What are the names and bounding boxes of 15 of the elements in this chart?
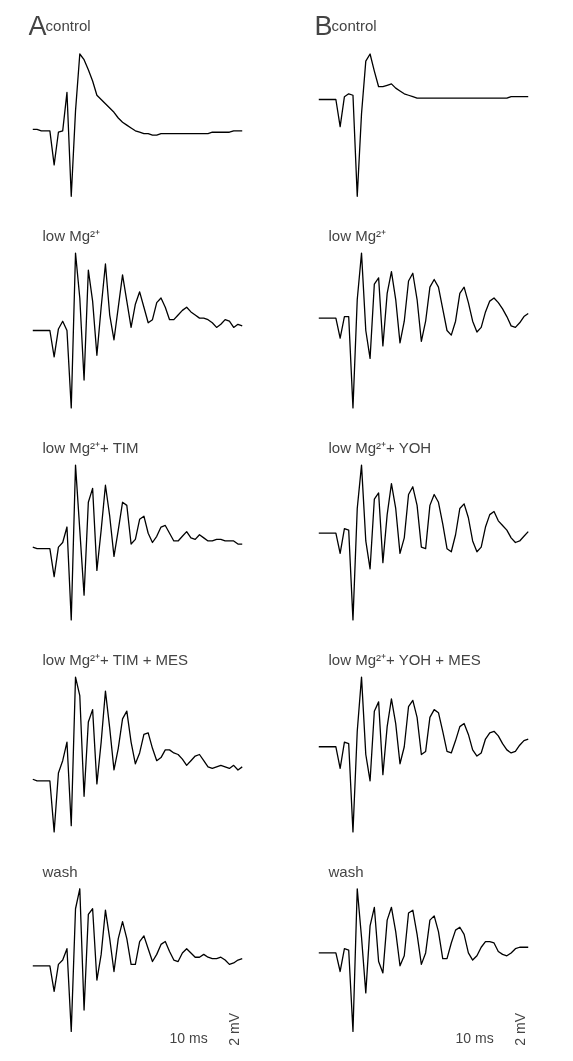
chart-title: low Mg²⁺+ YOH + MES	[328, 650, 481, 668]
text: B	[314, 10, 333, 41]
chart-title: low Mg²⁺+ YOH	[328, 438, 432, 456]
annotation: 2 mV	[511, 1012, 528, 1046]
chart-title: wash	[41, 862, 78, 880]
chart-title: wash	[327, 862, 364, 880]
annotation: 10 ms	[169, 1029, 208, 1046]
chart-title: low Mg²⁺+ TIM	[42, 438, 139, 456]
text: A	[28, 10, 47, 41]
annotation: 2 mV	[225, 1012, 242, 1046]
chart-title: low Mg²⁺	[328, 226, 387, 244]
annotation: 10 ms	[455, 1029, 494, 1046]
chart-title: low Mg²⁺+ TIM + MES	[42, 650, 189, 668]
chart-title: control	[331, 17, 377, 35]
chart-title: low Mg²⁺	[42, 226, 101, 244]
